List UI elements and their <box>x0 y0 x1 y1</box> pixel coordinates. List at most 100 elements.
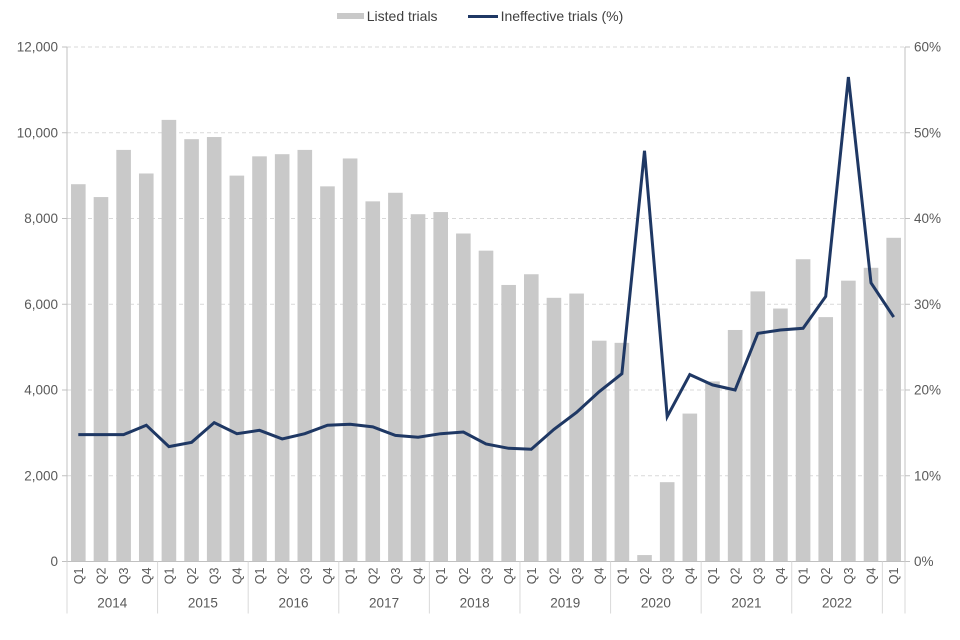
quarter-label: Q2 <box>729 567 743 584</box>
right-axis-label: 10% <box>914 468 941 483</box>
quarter-label: Q1 <box>706 567 720 584</box>
quarter-label: Q3 <box>570 567 584 584</box>
legend-item-listed-trials: Listed trials <box>336 8 438 24</box>
quarter-label: Q4 <box>140 567 154 584</box>
legend-item-ineffective-trials: Ineffective trials (%) <box>467 8 624 24</box>
left-axis-label: 8,000 <box>24 211 58 226</box>
quarter-label: Q3 <box>208 567 222 584</box>
year-label: 2016 <box>278 596 308 611</box>
bar-Q3-14 <box>388 192 403 562</box>
quarter-label: Q1 <box>72 567 86 584</box>
bar-Q3-34 <box>841 280 856 562</box>
quarter-label: Q3 <box>480 567 494 584</box>
year-label: 2015 <box>188 596 218 611</box>
bar-Q2-13 <box>365 201 381 562</box>
bar-Q3-10 <box>297 149 313 562</box>
quarter-label: Q3 <box>661 567 675 584</box>
quarter-label: Q4 <box>865 567 879 584</box>
left-axis-label: 10,000 <box>17 125 58 140</box>
year-label: 2022 <box>822 596 852 611</box>
right-axis-label: 0% <box>914 554 934 569</box>
right-axis-label: 50% <box>914 125 941 140</box>
bar-Q2-25 <box>637 555 652 562</box>
bar-Q2-29 <box>727 329 743 562</box>
left-axis-label: 0 <box>50 554 58 569</box>
quarter-label: Q3 <box>117 567 131 584</box>
quarter-label: Q2 <box>185 567 199 584</box>
quarter-label: Q3 <box>298 567 312 584</box>
quarter-label: Q3 <box>389 567 403 584</box>
quarter-label: Q4 <box>412 567 426 584</box>
bar-Q2-33 <box>818 317 834 562</box>
left-axis-label: 4,000 <box>24 383 58 398</box>
bar-Q1-28 <box>705 381 720 562</box>
quarter-label: Q3 <box>751 567 765 584</box>
bar-Q2-9 <box>274 154 290 562</box>
year-label: 2019 <box>550 596 580 611</box>
quarter-label: Q1 <box>525 567 539 584</box>
left-axis-label: 6,000 <box>24 297 58 312</box>
bar-Q4-23 <box>591 340 607 562</box>
bar-Q1-16 <box>433 212 449 562</box>
quarter-label: Q2 <box>638 567 652 584</box>
bar-Q4-27 <box>682 413 698 562</box>
bar-Q1-24 <box>614 342 630 562</box>
year-label: 2018 <box>460 596 490 611</box>
quarter-label: Q2 <box>366 567 380 584</box>
quarter-label: Q4 <box>230 567 244 584</box>
quarter-label: Q2 <box>819 567 833 584</box>
bar-Q1-32 <box>795 259 811 562</box>
quarter-label: Q3 <box>842 567 856 584</box>
bar-Q3-22 <box>569 293 584 562</box>
year-label: 2020 <box>641 596 671 611</box>
bar-Q4-11 <box>320 186 335 562</box>
quarter-label: Q1 <box>615 567 629 584</box>
bar-Q3-26 <box>659 482 675 562</box>
quarter-label: Q4 <box>683 567 697 584</box>
quarter-label: Q1 <box>344 567 358 584</box>
quarter-label: Q4 <box>774 567 788 584</box>
bar-Q2-17 <box>456 233 471 562</box>
bar-Q3-6 <box>206 137 222 562</box>
bar-Q4-19 <box>501 284 516 562</box>
line-series-swatch <box>467 14 498 18</box>
bar-Q1-4 <box>161 119 177 562</box>
bar-Q1-36 <box>886 237 901 562</box>
quarter-label: Q1 <box>797 567 811 584</box>
bar-Q4-35 <box>863 267 879 562</box>
ineffective-trials-line <box>78 76 895 451</box>
bar-Q1-8 <box>252 156 267 562</box>
quarter-label: Q1 <box>434 567 448 584</box>
left-axis-label: 2,000 <box>24 468 58 483</box>
bar-Q1-0 <box>71 184 86 562</box>
quarter-label: Q1 <box>162 567 176 584</box>
year-label: 2017 <box>369 596 399 611</box>
bar-Q4-7 <box>229 175 245 562</box>
bar-Q1-12 <box>342 158 358 562</box>
bar-Q3-30 <box>750 291 766 562</box>
legend-label-listed-trials: Listed trials <box>366 8 438 24</box>
bar-Q1-20 <box>523 274 539 562</box>
quarter-label: Q2 <box>276 567 290 584</box>
bar-Q4-31 <box>773 308 788 562</box>
right-axis-label: 40% <box>914 211 941 226</box>
right-axis-label: 20% <box>914 383 941 398</box>
bar-series-swatch <box>336 13 364 19</box>
bar-Q4-15 <box>410 214 426 562</box>
quarter-label: Q2 <box>547 567 561 584</box>
quarter-label: Q4 <box>593 567 607 584</box>
quarter-label: Q1 <box>253 567 267 584</box>
quarter-label: Q2 <box>457 567 471 584</box>
bar-Q3-18 <box>478 250 494 562</box>
right-axis-label: 60% <box>914 40 941 55</box>
quarter-label: Q4 <box>321 567 335 584</box>
quarter-label: Q1 <box>887 567 901 584</box>
legend-label-ineffective-trials: Ineffective trials (%) <box>500 8 624 24</box>
quarter-label: Q2 <box>94 567 108 584</box>
bar-Q2-1 <box>93 197 109 562</box>
bar-Q2-5 <box>184 139 199 562</box>
bar-Q4-3 <box>138 173 154 562</box>
left-axis-label: 12,000 <box>17 40 58 55</box>
